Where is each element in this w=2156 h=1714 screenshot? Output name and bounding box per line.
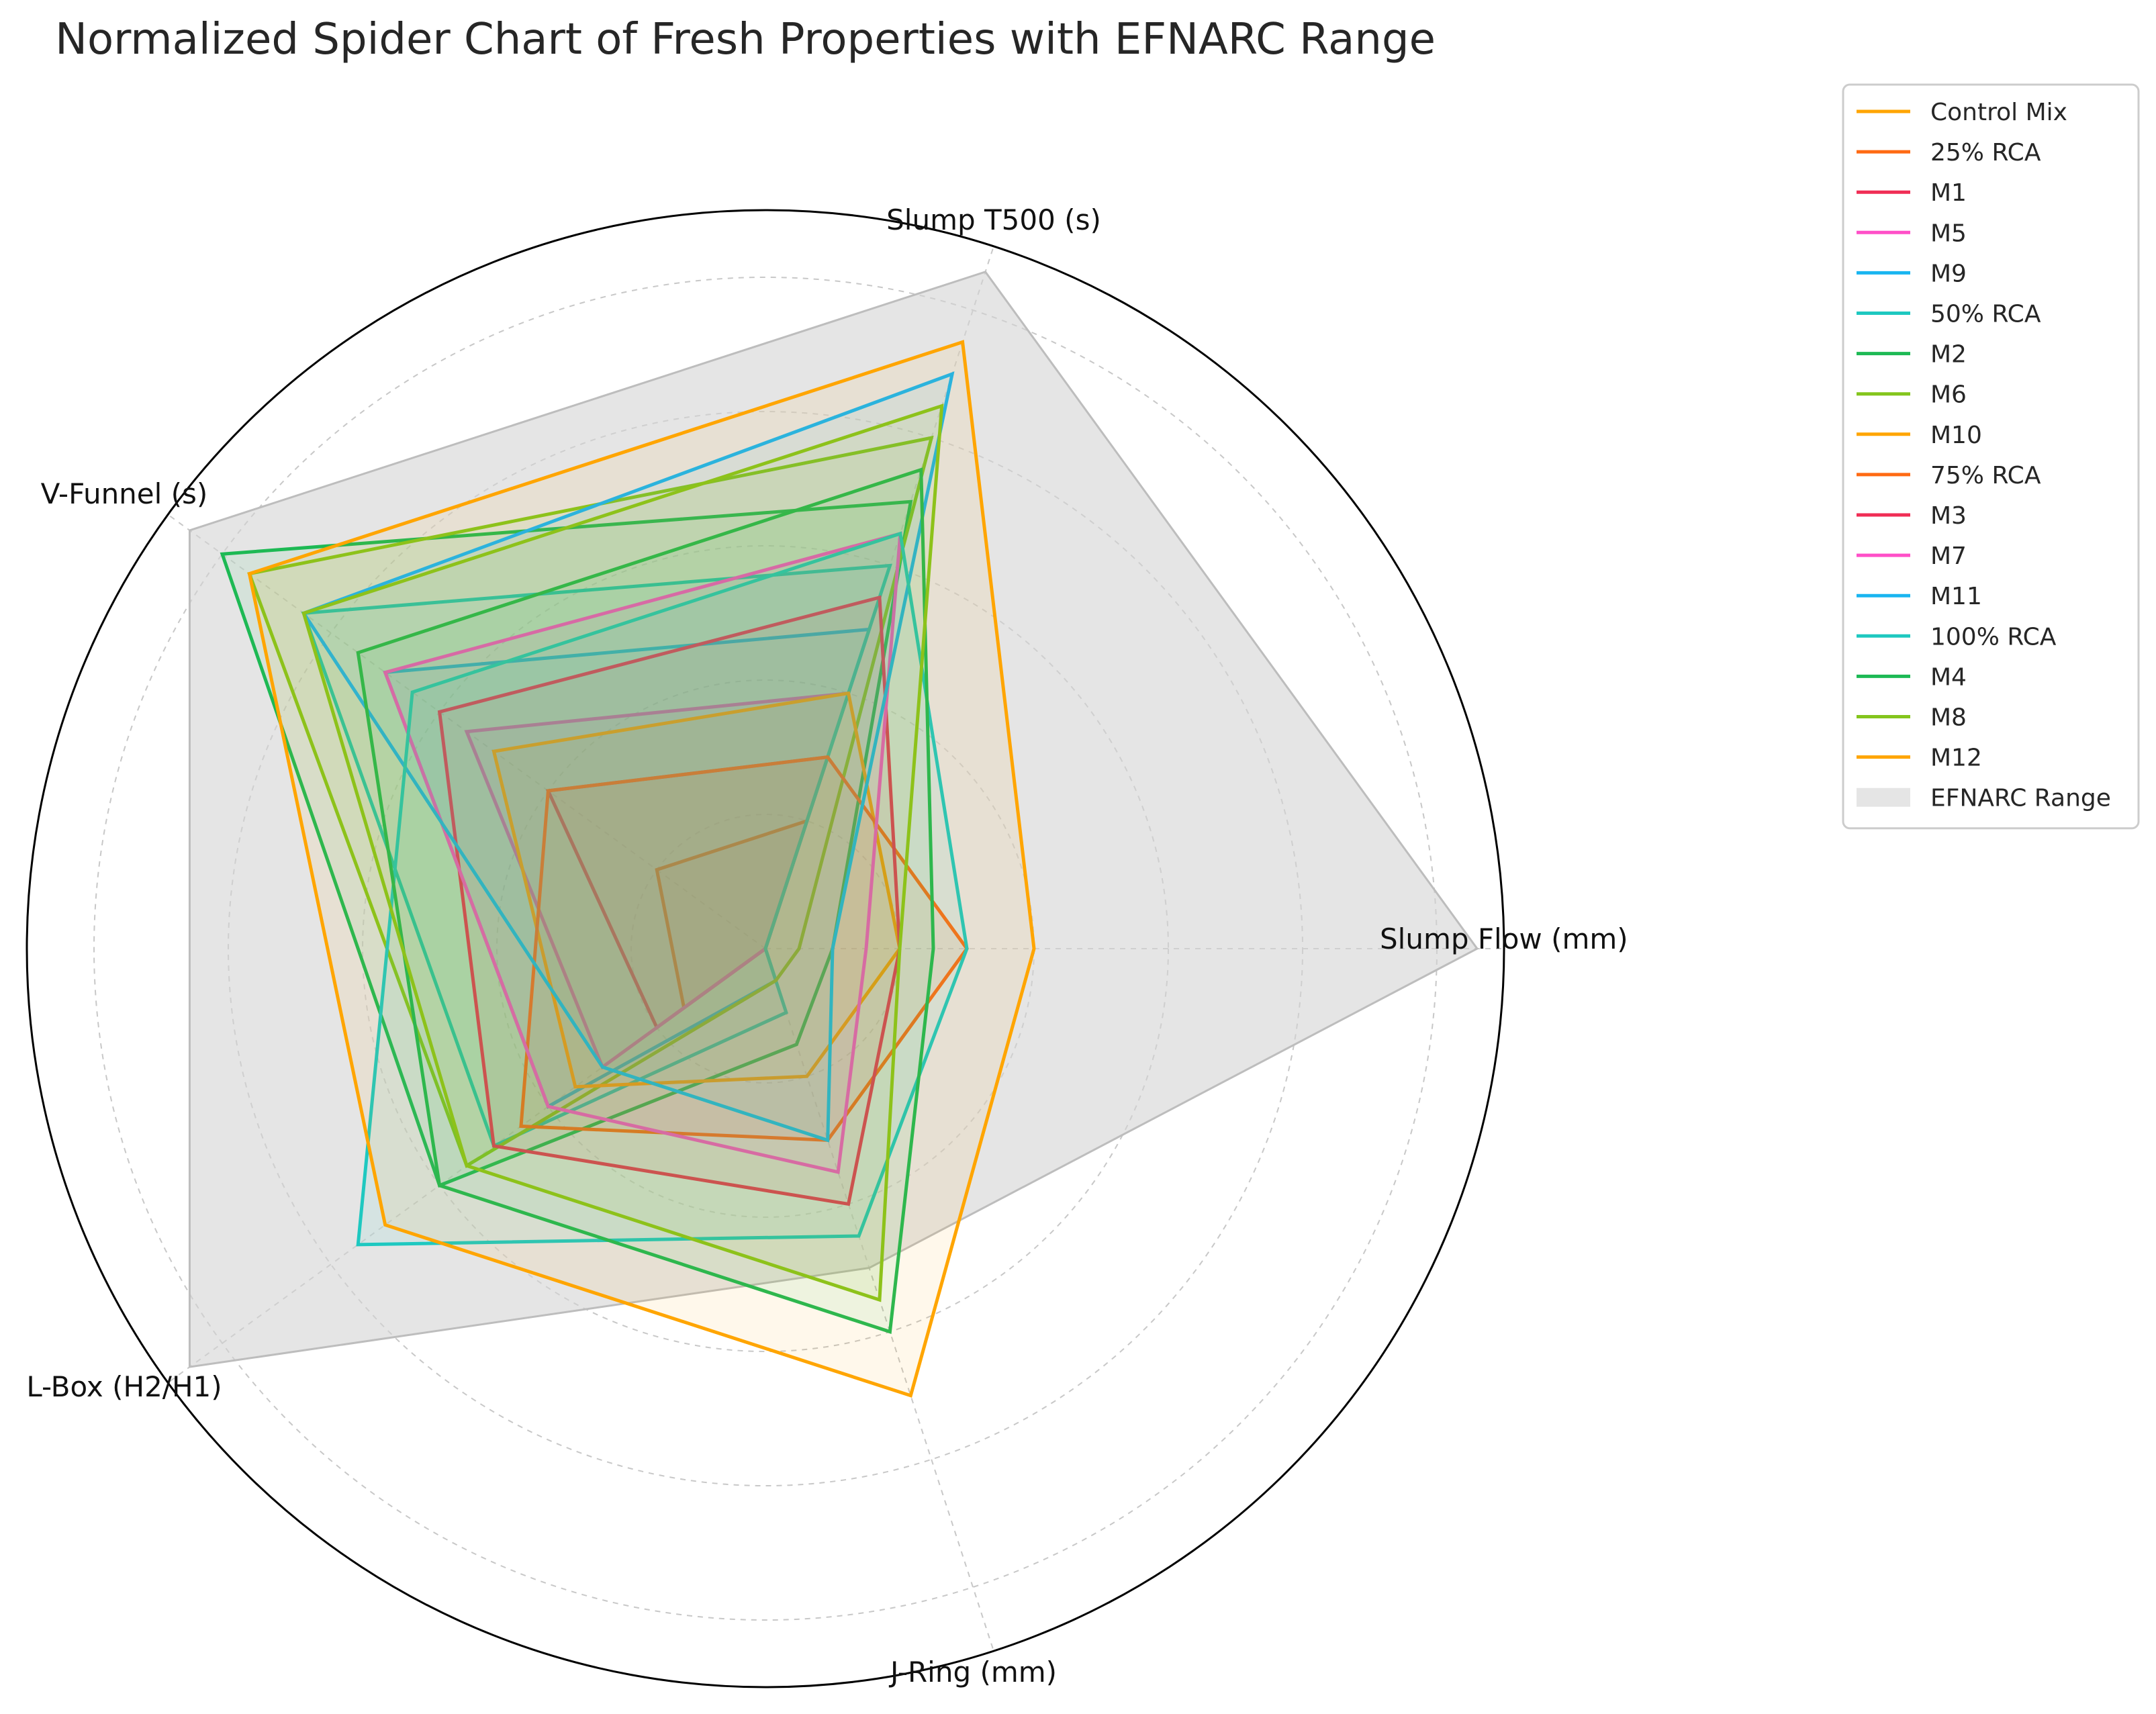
axis-label-2: Slump T500 (s) xyxy=(886,203,1101,236)
legend-label: M8 xyxy=(1930,704,1967,732)
axis-label-4: L-Box (H2/H1) xyxy=(26,1370,222,1403)
axis-label-3: V-Funnel (s) xyxy=(41,477,208,510)
legend-label: Control Mix xyxy=(1930,99,2067,126)
axis-label-5: J-Ring (mm) xyxy=(888,1656,1057,1688)
legend-label: 25% RCA xyxy=(1930,139,2041,166)
series-m12 xyxy=(247,340,1036,1398)
outer-frame xyxy=(26,209,1505,1688)
legend-label: 50% RCA xyxy=(1930,301,2041,328)
series-m6 xyxy=(247,435,934,1168)
series-100-rca xyxy=(356,531,969,1247)
legend-label: EFNARC Range xyxy=(1930,785,2111,812)
legend-label: M11 xyxy=(1930,583,1982,610)
series-m4 xyxy=(356,467,935,1334)
legend-swatch xyxy=(1857,788,1910,807)
legend-label: M9 xyxy=(1930,260,1967,287)
series-layer xyxy=(220,340,1036,1398)
series-m10 xyxy=(491,691,902,1089)
series-m3 xyxy=(437,595,902,1206)
legend-label: M5 xyxy=(1930,220,1967,247)
legend-label: M10 xyxy=(1930,422,1982,449)
axis-labels: Slump Flow (mm) Slump T500 (s) V-Funnel (s… xyxy=(26,203,1628,1688)
legend-frame xyxy=(1842,83,2140,830)
axis-label-1: Slump Flow (mm) xyxy=(1380,922,1628,955)
series-m7 xyxy=(383,531,902,1174)
legend-label: M6 xyxy=(1930,381,1967,409)
legend: Control Mix 25% RCA M1 M5 M9 50% RCA M2 M6 M10 75… xyxy=(1842,83,2140,830)
legend-label: M7 xyxy=(1930,542,1967,570)
legend-label: M2 xyxy=(1930,341,1967,369)
legend-label: M1 xyxy=(1930,179,1967,207)
legend-label: M12 xyxy=(1930,745,1982,772)
legend-label: M4 xyxy=(1930,663,1967,691)
series-m8 xyxy=(301,403,944,1302)
legend-label: 100% RCA xyxy=(1930,623,2057,651)
chart-title: Normalized Spider Chart of Fresh Propert… xyxy=(55,15,1436,64)
legend-label: M3 xyxy=(1930,502,1967,530)
series-m11 xyxy=(301,371,955,1143)
legend-label: 75% RCA xyxy=(1930,462,2041,489)
